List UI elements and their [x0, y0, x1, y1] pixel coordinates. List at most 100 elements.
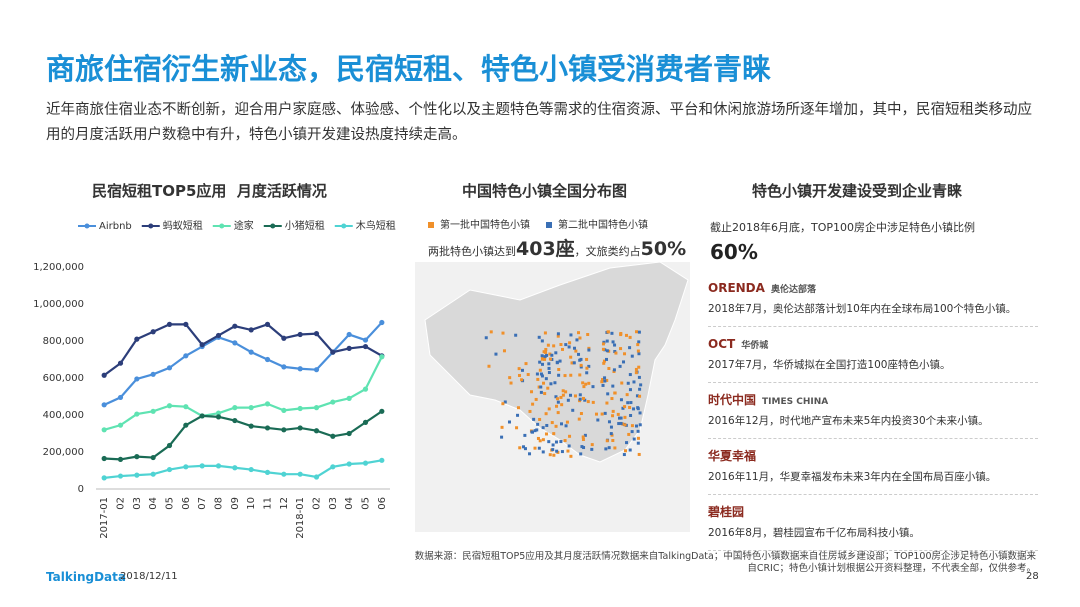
point — [281, 364, 287, 370]
item: ORENDA 奥伦达部落 2018年7月，奥伦达部落计划10年内在全球布局100个特… — [708, 276, 1038, 327]
map-dot — [586, 333, 590, 337]
map-dot — [494, 352, 498, 356]
map-dot — [569, 373, 573, 377]
map-dot — [605, 439, 609, 443]
map-dot — [585, 357, 589, 361]
map-dot — [618, 416, 622, 420]
map-dot — [638, 394, 642, 398]
map-dot — [502, 349, 506, 353]
map-dot — [487, 364, 491, 368]
map-dot — [617, 422, 621, 426]
map-dot — [613, 446, 617, 450]
legend-marker — [341, 223, 347, 229]
map-dot — [628, 448, 632, 452]
point — [346, 461, 352, 467]
map-dot — [636, 429, 640, 433]
note-text: ，文旅类约占 — [574, 245, 641, 258]
map-dot — [602, 340, 606, 344]
point — [215, 410, 222, 416]
map-dot — [585, 366, 589, 370]
map-dot — [554, 395, 558, 399]
map-dot — [533, 446, 537, 450]
logo: 时代中国 TIMES CHINA — [708, 388, 1038, 412]
map-dot — [628, 346, 632, 350]
map-dot — [541, 426, 545, 430]
map-dot — [536, 377, 540, 381]
point — [199, 342, 205, 348]
map-dot — [613, 343, 617, 347]
point — [232, 323, 238, 329]
map-dot — [626, 381, 630, 385]
map-dot — [630, 424, 634, 428]
map-dot — [543, 355, 547, 359]
map-dot — [523, 447, 527, 451]
map-dot — [587, 381, 591, 385]
map-dot — [611, 439, 615, 443]
logo-text: ORENDA — [708, 281, 765, 295]
map-dot — [559, 395, 563, 399]
map-dot — [560, 403, 564, 407]
map-dot — [569, 333, 573, 337]
map-dot — [540, 354, 544, 358]
page-number: 28 — [1026, 571, 1039, 582]
point — [313, 331, 320, 337]
map-dot — [620, 381, 624, 385]
item-text: 2016年12月，时代地产宣布未来5年内投资30个未来小镇。 — [708, 415, 989, 427]
x-tick-label: 2017-01 — [99, 497, 110, 539]
map-dot — [623, 423, 627, 427]
map-dot — [630, 354, 634, 358]
map-dot — [634, 371, 638, 375]
map-dot — [547, 440, 551, 444]
map-dot — [606, 330, 610, 334]
point — [362, 460, 369, 466]
map-dot — [623, 352, 627, 356]
point — [264, 356, 271, 363]
map-dot — [579, 365, 583, 369]
map-dot — [522, 445, 526, 449]
point — [330, 464, 336, 470]
map-dot — [547, 407, 551, 411]
series-line — [104, 410, 383, 461]
logo-text: 时代中国 — [708, 393, 757, 407]
map-dot — [554, 351, 558, 355]
map-dot — [629, 401, 633, 405]
map-dot — [621, 406, 625, 410]
map-dot — [636, 407, 640, 411]
point — [346, 345, 352, 351]
map-dot — [560, 422, 564, 426]
map-dot — [577, 331, 581, 335]
map-dot — [561, 347, 565, 351]
note-text: 两批特色小镇达到 — [428, 245, 516, 258]
source: 数据来源：民宿短租TOP5应用及其月度活跃情况数据来自TalkingData；中… — [414, 551, 1036, 574]
point — [166, 403, 173, 409]
map-dot — [637, 330, 641, 334]
point — [150, 471, 156, 477]
point — [166, 321, 173, 327]
slide-title: 商旅住宿衍生新业态，民宿短租、特色小镇受消费者青睐 — [46, 52, 772, 86]
map-dot — [607, 420, 611, 424]
item-text: 2018年7月，奥伦达部落计划10年内在全球布局100个特色小镇。 — [708, 303, 1017, 315]
x-tick-label: 12 — [279, 497, 290, 510]
map-note: 两批特色小镇达到403座，文旅类约占50% — [428, 234, 686, 261]
logo-text: OCT — [708, 337, 736, 351]
map-dot — [590, 443, 594, 447]
map-dot — [542, 350, 546, 354]
map-dot — [639, 383, 643, 387]
map-dot — [616, 412, 620, 416]
map-dot — [564, 343, 568, 347]
map-dot — [538, 368, 542, 372]
map-dot — [619, 331, 623, 335]
map-dot — [548, 352, 552, 356]
map-dot — [578, 358, 582, 362]
map-dot — [625, 441, 629, 445]
map-dot — [602, 359, 606, 363]
point — [101, 372, 107, 378]
point — [101, 475, 107, 481]
map-dot — [622, 453, 626, 457]
point — [199, 463, 205, 469]
map-dot — [538, 439, 542, 443]
map-dot — [568, 341, 572, 345]
point — [346, 430, 352, 437]
map-dot — [508, 376, 512, 380]
map-dot — [554, 440, 558, 444]
